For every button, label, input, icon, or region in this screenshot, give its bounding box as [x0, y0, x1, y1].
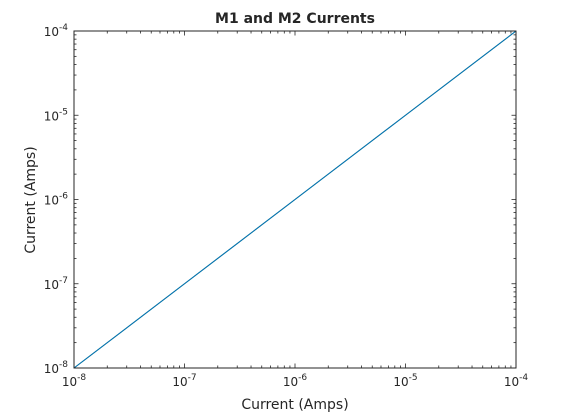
- x-axis-label: Current (Amps): [241, 397, 348, 413]
- x-tick-label: 10-7: [172, 373, 196, 389]
- plot-frame: [73, 30, 517, 369]
- x-tick-labels: 10-8 10-7 10-6 10-5 10-4: [62, 373, 529, 389]
- chart-title: M1 and M2 Currents: [215, 11, 375, 27]
- x-tick-label: 10-8: [62, 373, 87, 389]
- x-tick-label: 10-5: [393, 373, 417, 389]
- x-tick-label: 10-6: [283, 373, 308, 389]
- y-tick-label: 10-5: [44, 107, 68, 123]
- y-axis-label: Current (Amps): [23, 146, 39, 253]
- series-line: [73, 30, 517, 369]
- y-tick-label: 10-6: [44, 192, 69, 208]
- y-tick-label: 10-7: [44, 276, 68, 292]
- series-layer: [73, 30, 517, 369]
- y-tick-label: 10-4: [44, 23, 69, 39]
- x-tick-label: 10-4: [504, 373, 529, 389]
- y-tick-label: 10-8: [44, 360, 69, 376]
- y-tick-labels: 10-8 10-7 10-6 10-5 10-4: [44, 23, 69, 376]
